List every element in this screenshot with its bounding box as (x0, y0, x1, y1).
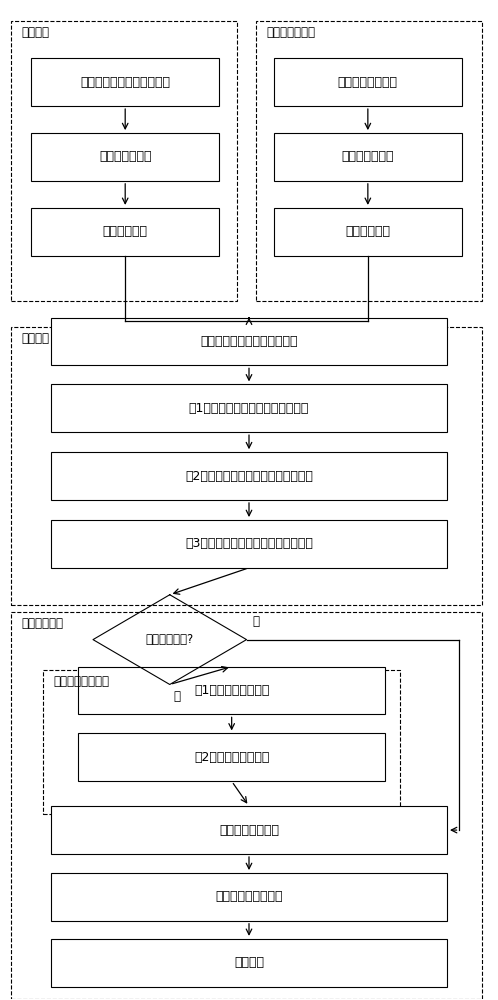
FancyBboxPatch shape (51, 873, 447, 921)
Text: 轨迹搜索与生成: 轨迹搜索与生成 (266, 26, 315, 39)
Text: 车辆约束配置空间: 车辆约束配置空间 (53, 675, 110, 688)
FancyBboxPatch shape (78, 733, 385, 781)
FancyBboxPatch shape (51, 806, 447, 854)
Text: 找出离当前轨迹最近的等高线: 找出离当前轨迹最近的等高线 (200, 335, 298, 348)
FancyBboxPatch shape (274, 208, 462, 256)
Text: 车越过等高线?: 车越过等高线? (145, 633, 194, 646)
FancyBboxPatch shape (31, 133, 219, 181)
Text: 生成等高线集: 生成等高线集 (103, 225, 148, 238)
Text: （3）计算车辆由该轨迹通行的起伏度: （3）计算车辆由该轨迹通行的起伏度 (185, 537, 313, 550)
FancyBboxPatch shape (51, 939, 447, 987)
Text: 否: 否 (252, 615, 259, 628)
Text: 路径规划: 路径规划 (234, 956, 264, 969)
FancyBboxPatch shape (51, 318, 447, 365)
Text: 地形分析: 地形分析 (21, 332, 49, 345)
Text: 获取当前地形环境高程数据: 获取当前地形环境高程数据 (80, 76, 170, 89)
Text: 可通行性分析: 可通行性分析 (21, 617, 63, 630)
FancyBboxPatch shape (51, 384, 447, 432)
FancyBboxPatch shape (274, 58, 462, 106)
FancyBboxPatch shape (51, 520, 447, 568)
Text: 计算该轨迹的代价: 计算该轨迹的代价 (219, 824, 279, 837)
Text: 信息感知: 信息感知 (21, 26, 49, 39)
FancyBboxPatch shape (274, 133, 462, 181)
Text: （2）计算车辆由该轨迹通行的粗糙度: （2）计算车辆由该轨迹通行的粗糙度 (185, 470, 313, 483)
Text: 是: 是 (174, 690, 181, 703)
Text: 生成候选轨迹集: 生成候选轨迹集 (342, 150, 394, 163)
FancyBboxPatch shape (51, 452, 447, 500)
Text: （1）计算车辆由该轨迹通行的坡度: （1）计算车辆由该轨迹通行的坡度 (189, 402, 309, 415)
Text: 搜索当前车辆轨迹: 搜索当前车辆轨迹 (338, 76, 398, 89)
Text: （1）计算车辆爬坡度: （1）计算车辆爬坡度 (194, 684, 269, 697)
Text: 快速绘制等高线: 快速绘制等高线 (99, 150, 151, 163)
Text: 任选一条轨迹: 任选一条轨迹 (345, 225, 390, 238)
Text: （2）计算车辆侧翻角: （2）计算车辆侧翻角 (194, 751, 269, 764)
FancyBboxPatch shape (31, 58, 219, 106)
FancyBboxPatch shape (31, 208, 219, 256)
FancyBboxPatch shape (78, 667, 385, 714)
Text: 构造当前轨迹代价图: 构造当前轨迹代价图 (215, 890, 283, 903)
